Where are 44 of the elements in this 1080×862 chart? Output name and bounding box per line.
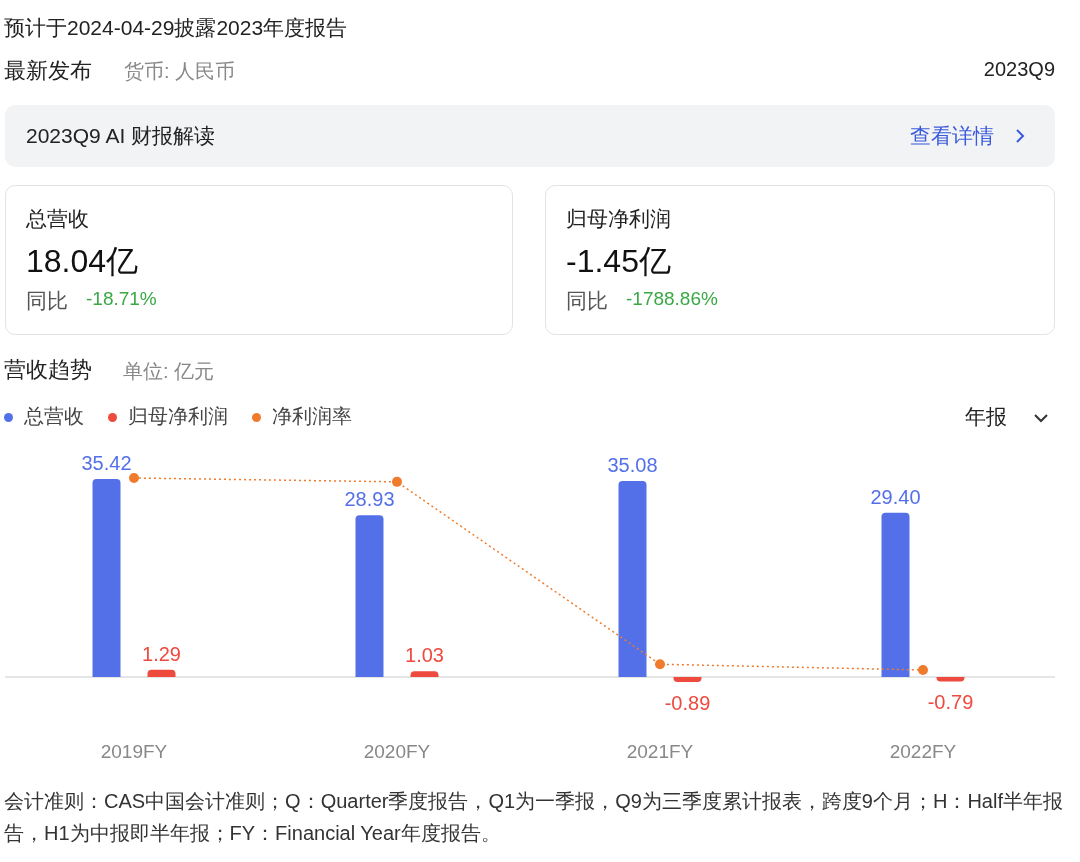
text: 同比 [566, 288, 608, 314]
data-label: 28.93 [344, 488, 395, 511]
text: 年报 [965, 404, 1007, 430]
point [655, 659, 665, 670]
legend-label: 总营收 [24, 404, 84, 429]
data-label: 29.40 [870, 485, 921, 508]
text: -1788.86% [626, 288, 718, 310]
data-label: 1.29 [142, 642, 181, 665]
text: 最新发布 [4, 57, 92, 85]
chart-title: 营收趋势 [4, 356, 92, 384]
x-tick-label: 2019FY [100, 741, 168, 762]
x-tick-label: 2020FY [363, 741, 431, 762]
text: -18.71% [86, 288, 157, 310]
bar [410, 671, 439, 677]
legend-label: 净利润率 [272, 404, 352, 429]
text: -1.45亿 [566, 242, 671, 281]
text: 归母净利润 [566, 206, 671, 232]
data-label: -0.89 [664, 691, 711, 714]
point [392, 476, 402, 487]
x-tick-label: 2022FY [889, 741, 957, 762]
text: 同比 [26, 288, 68, 314]
data-label: 35.08 [607, 453, 658, 476]
bar [147, 669, 176, 677]
legend-label: 归母净利润 [128, 404, 228, 429]
point [129, 473, 139, 483]
bar [881, 512, 910, 677]
bar [92, 479, 121, 677]
bar [673, 677, 702, 682]
point [918, 665, 928, 675]
text: 会计准则：CAS中国会计准则；Q：Quarter季度报告，Q1为一季报，Q9为三季度累计报表，跨度9个月；H：Half半年报告，H1为中报即半年报；FY：Financial Year年度报告。 [4, 789, 1064, 846]
data-label: 35.42 [81, 452, 132, 474]
text: 查看详情 [910, 123, 994, 149]
bar [355, 515, 384, 677]
text: 18.04亿 [26, 242, 139, 281]
x-tick-label: 2021FY [626, 741, 694, 762]
chart-subtitle: 单位: 亿元 [123, 359, 215, 384]
data-label: 1.03 [405, 644, 444, 667]
bar [618, 480, 647, 677]
data-label: -0.79 [927, 691, 974, 714]
text: 预计于2024-04-29披露2023年度报告 [4, 15, 348, 41]
text: 2023Q9 AI 财报解读 [26, 123, 216, 149]
text: 2023Q9 [983, 58, 1055, 81]
text: 货币: 人民币 [124, 59, 236, 84]
text: 总营收 [26, 206, 89, 232]
